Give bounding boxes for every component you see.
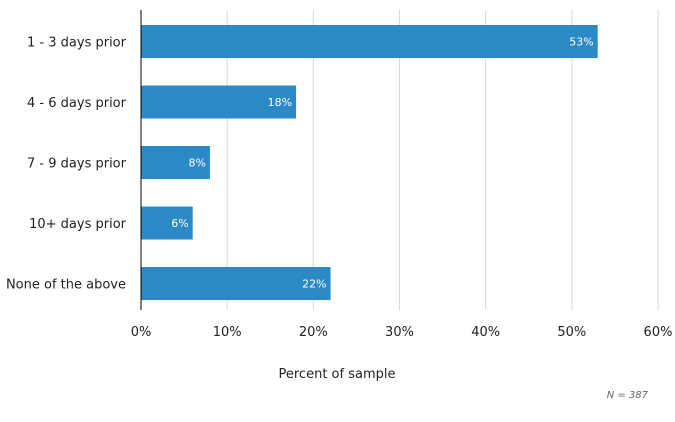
gridlines — [226, 10, 659, 310]
bar-1 — [141, 25, 598, 58]
x-tick-label-50pct: 50% — [557, 325, 586, 340]
x-axis-title: Percent of sample — [279, 367, 396, 382]
x-tick-label-60pct: 60% — [644, 325, 673, 340]
x-tick-label-30pct: 30% — [385, 325, 414, 340]
category-label-5: None of the above — [6, 278, 126, 293]
x-tick-labels: 0% 10% 20% 30% 40% 50% 60% — [131, 325, 673, 340]
bars: 53% 18% 8% 6% 22% — [141, 25, 598, 300]
bar-5 — [141, 267, 331, 300]
data-label-1: 53% — [569, 36, 593, 49]
x-tick-label-0pct: 0% — [131, 325, 152, 340]
sample-size-note: N = 387 — [607, 390, 649, 401]
category-label-2: 4 - 6 days prior — [27, 96, 127, 111]
data-label-3: 8% — [188, 157, 205, 170]
x-tick-label-20pct: 20% — [299, 325, 328, 340]
bar-4 — [141, 206, 193, 240]
bar-2 — [141, 85, 297, 119]
x-tick-label-10pct: 10% — [213, 325, 242, 340]
data-label-5: 22% — [302, 278, 326, 291]
data-label-4: 6% — [171, 217, 188, 230]
x-tick-label-40pct: 40% — [471, 325, 500, 340]
category-label-3: 7 - 9 days prior — [27, 157, 127, 172]
category-label-1: 1 - 3 days prior — [27, 36, 127, 51]
data-label-2: 18% — [268, 96, 292, 109]
category-labels: 1 - 3 days prior 4 - 6 days prior 7 - 9 da… — [6, 36, 127, 293]
bar-3 — [141, 146, 210, 179]
category-label-4: 10+ days prior — [29, 217, 127, 232]
